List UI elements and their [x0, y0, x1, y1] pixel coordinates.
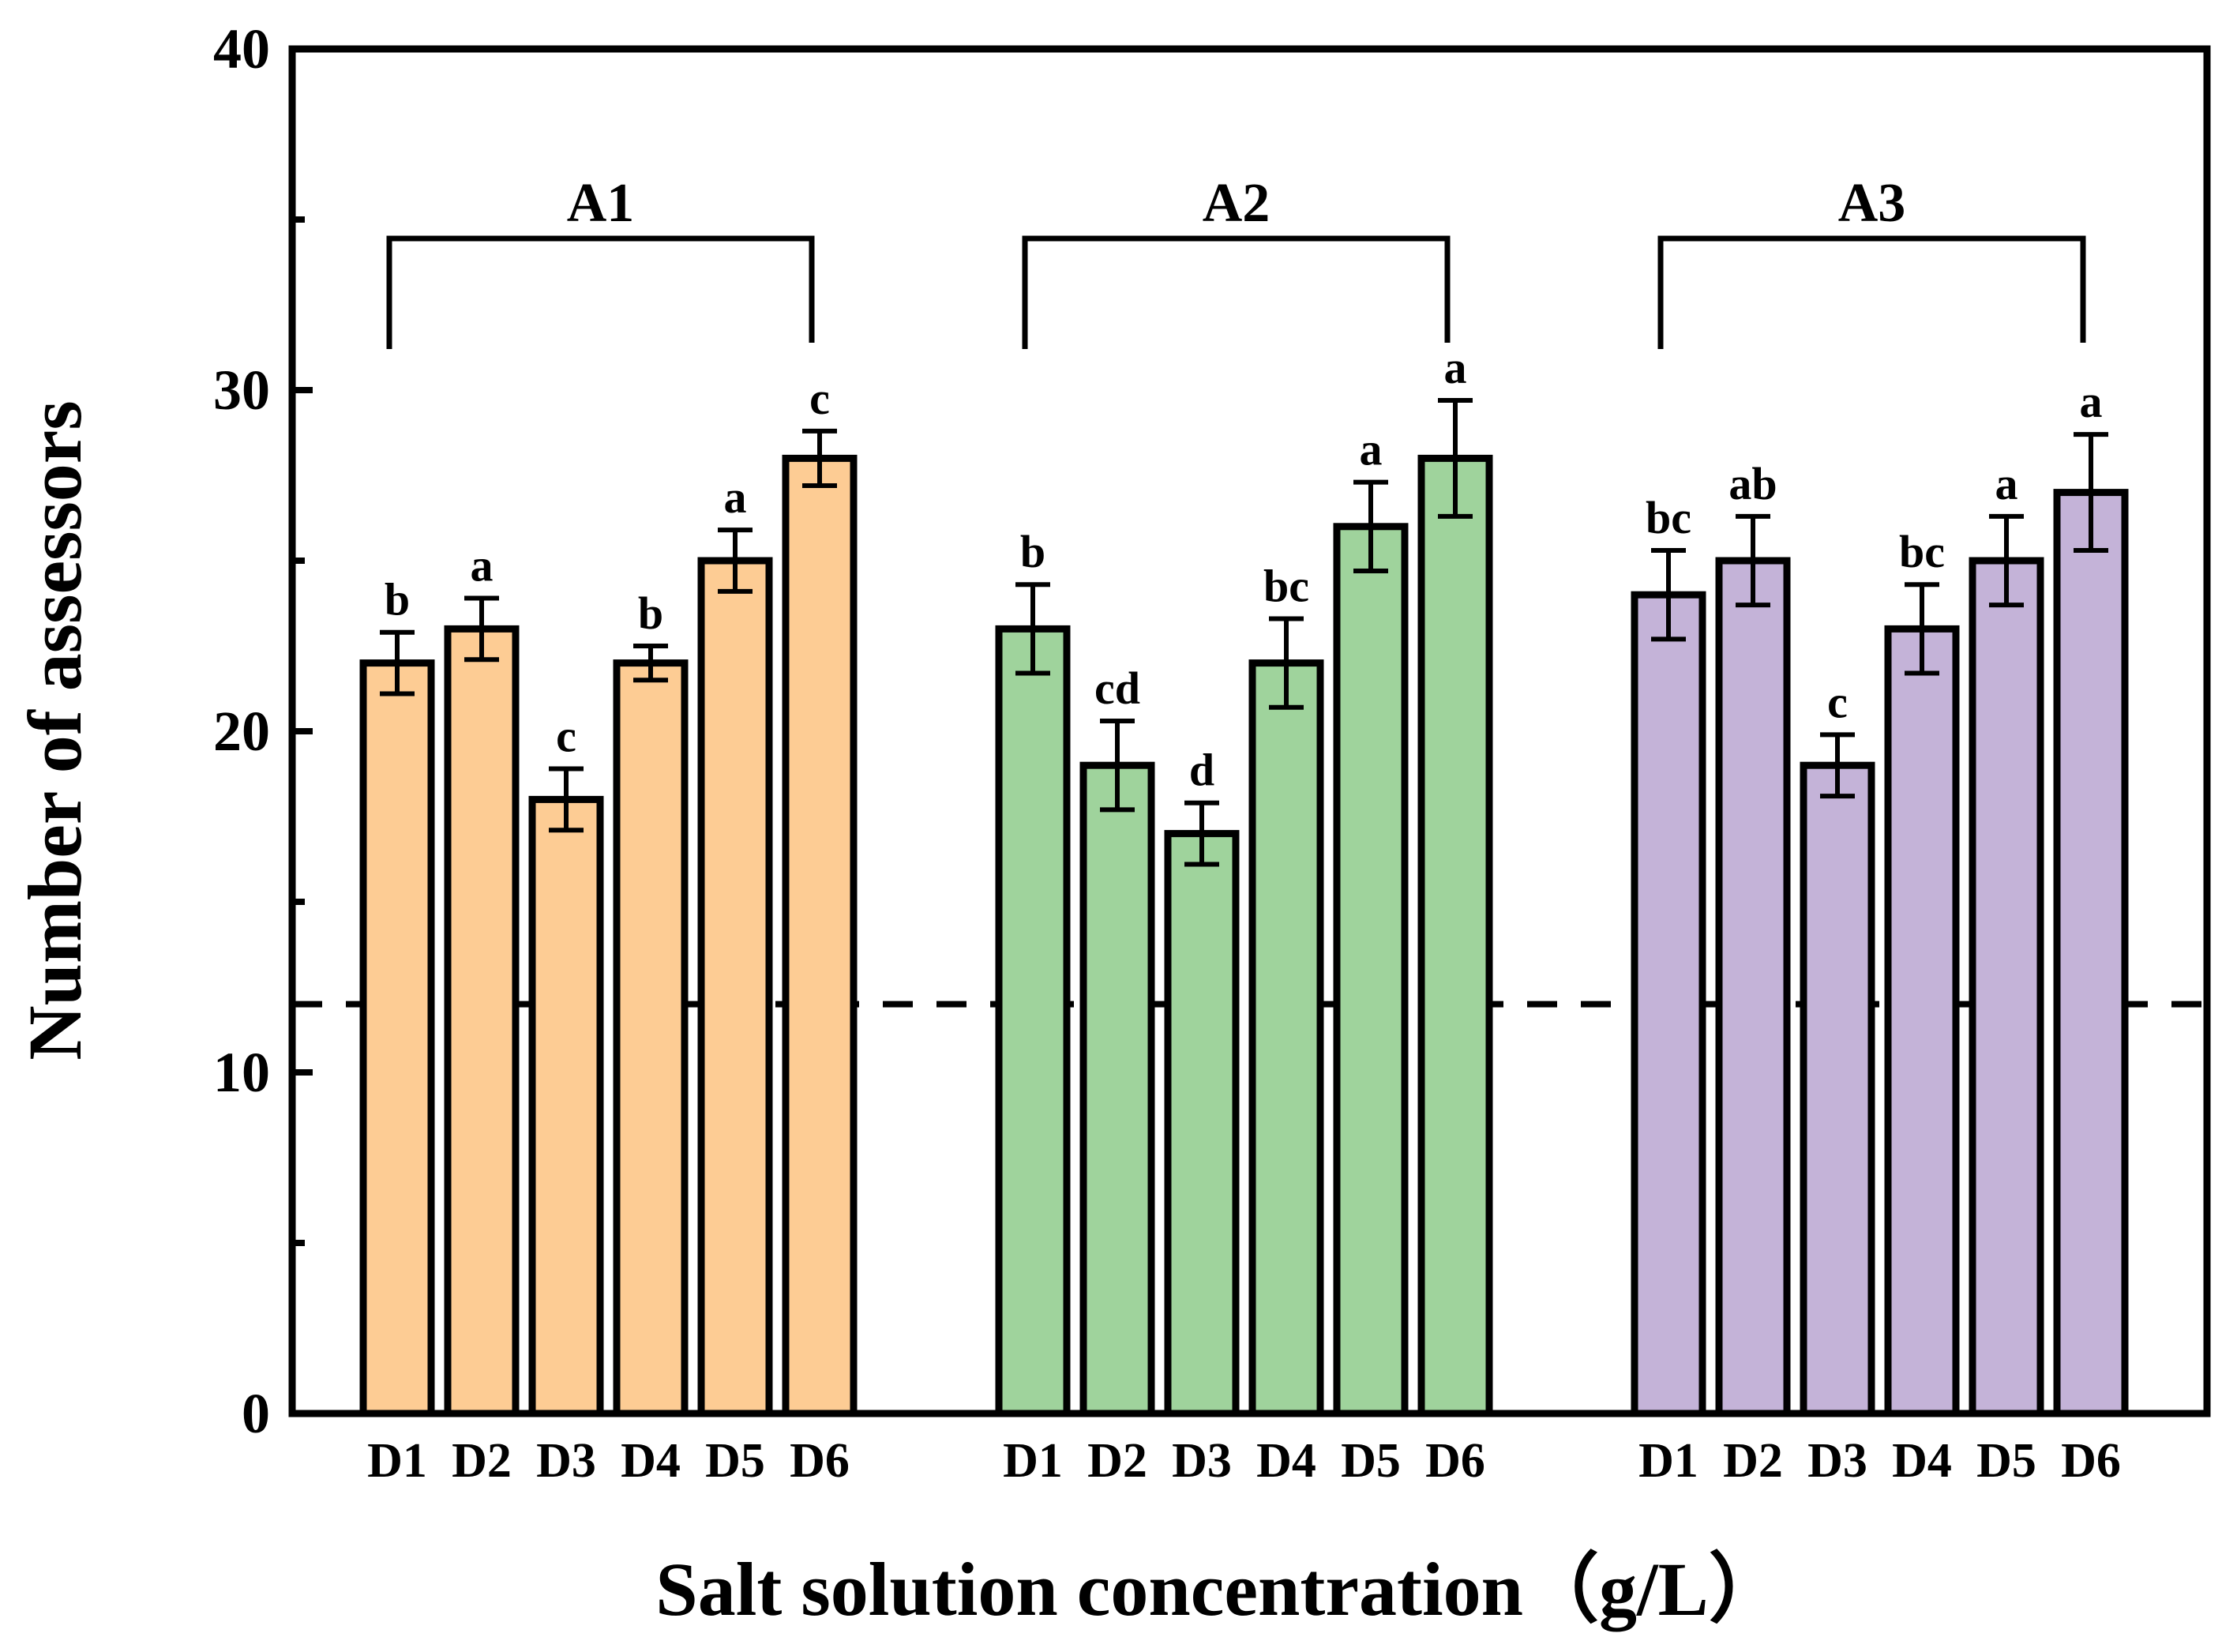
error-bar — [1736, 513, 1770, 608]
bar-a2-d2 — [1079, 761, 1155, 1417]
category-label: D2 — [1723, 1434, 1783, 1488]
category-label: D5 — [1341, 1434, 1401, 1488]
error-bar — [464, 595, 499, 663]
category-label: D4 — [621, 1434, 681, 1488]
significance-letter: c — [1827, 676, 1848, 727]
error-bar — [802, 428, 837, 488]
bar-a3-d2 — [1715, 557, 1791, 1417]
category-label: D1 — [1638, 1434, 1698, 1488]
category-labels-layer: D1 D2 D3 D4 D5 D6 D1 D2 D3 D4 D5 D6 D1 D2 D3 D4 D5 D6 — [367, 1434, 2121, 1488]
significance-letter: a — [724, 471, 747, 523]
group-label: A3 — [1838, 173, 1906, 234]
significance-letter: a — [1995, 458, 2018, 509]
bar-a2-d3 — [1164, 830, 1240, 1417]
category-label: D3 — [536, 1434, 596, 1488]
bar-a3-d3 — [1800, 761, 1875, 1417]
bar-a2-d1 — [995, 625, 1071, 1417]
significance-letter: cd — [1094, 663, 1140, 714]
category-label: D2 — [452, 1434, 512, 1488]
error-bar — [1651, 548, 1686, 642]
error-bar — [1989, 513, 2024, 608]
y-tick-label: 20 — [213, 700, 270, 763]
significance-letter: b — [1020, 526, 1045, 577]
significance-letter: a — [2080, 376, 2103, 427]
significance-letter: b — [385, 574, 410, 625]
y-tick-label: 10 — [213, 1041, 270, 1104]
axes-layer — [288, 45, 2211, 1417]
error-bar — [633, 644, 668, 683]
bar-a2-d5 — [1333, 523, 1409, 1417]
bar-a3-d1 — [1631, 591, 1706, 1417]
group-bracket-a3 — [1657, 235, 2086, 349]
y-tick-label: 40 — [213, 17, 270, 81]
bar-a1-d6 — [782, 454, 858, 1417]
significance-letter: a — [1444, 342, 1467, 393]
error-bar — [1438, 397, 1473, 519]
group-brackets-layer: A1 A2 A3 — [386, 173, 2086, 349]
error-bar — [1184, 800, 1219, 867]
category-label: D1 — [367, 1434, 427, 1488]
significance-letter: bc — [1263, 560, 1309, 611]
bar-a1-d2 — [444, 625, 520, 1417]
bar-a1-d1 — [359, 659, 435, 1417]
category-label: D6 — [1425, 1434, 1485, 1488]
bar-a2-d6 — [1417, 454, 1493, 1417]
category-label: D3 — [1172, 1434, 1232, 1488]
error-bar — [1820, 732, 1855, 799]
category-label: D2 — [1087, 1434, 1147, 1488]
error-bar — [2074, 432, 2108, 554]
error-bar — [1100, 719, 1135, 813]
significance-letter: ab — [1728, 458, 1777, 509]
error-bar — [1269, 616, 1304, 710]
bar-a3-d6 — [2053, 489, 2129, 1417]
error-bars-layer — [380, 397, 2108, 867]
bars-layer — [359, 454, 2129, 1417]
category-label: D4 — [1892, 1434, 1952, 1488]
category-label: D6 — [790, 1434, 850, 1488]
error-bar — [1015, 582, 1050, 676]
y-tick-label: 30 — [213, 359, 270, 422]
error-bar — [1353, 479, 1388, 573]
significance-letter: b — [638, 588, 663, 639]
y-axis-title: Number of assessors — [13, 400, 97, 1061]
significance-letter: bc — [1899, 526, 1945, 577]
group-bracket-a1 — [386, 235, 815, 349]
group-label: A2 — [1203, 173, 1271, 234]
bar-a1-d5 — [697, 557, 773, 1417]
group-bracket-a2 — [1022, 235, 1451, 349]
group-label: A1 — [567, 173, 635, 234]
category-label: D1 — [1003, 1434, 1063, 1488]
category-label: D6 — [2061, 1434, 2121, 1488]
bar-a1-d4 — [613, 659, 689, 1417]
category-label: D5 — [1976, 1434, 2036, 1488]
category-label: D4 — [1256, 1434, 1316, 1488]
bar-a3-d5 — [1969, 557, 2044, 1417]
significance-letter: c — [556, 711, 576, 762]
error-bar — [718, 528, 753, 594]
bar-a1-d3 — [528, 795, 604, 1417]
significance-letter: c — [809, 373, 830, 424]
x-axis-title: Salt solution concentration（g/L） — [655, 1547, 1784, 1631]
bar-a3-d4 — [1884, 625, 1960, 1417]
category-label: D3 — [1807, 1434, 1867, 1488]
error-bar — [380, 629, 415, 696]
significance-letter: bc — [1646, 492, 1691, 543]
category-label: D5 — [705, 1434, 765, 1488]
significance-letter: a — [1360, 424, 1383, 475]
error-bar — [1905, 582, 1939, 676]
tick-labels-layer: 0 10 20 30 40 — [213, 17, 270, 1445]
bar-a2-d4 — [1248, 659, 1324, 1417]
significance-letter: a — [471, 540, 494, 591]
significance-letter: d — [1189, 745, 1214, 796]
y-tick-label: 0 — [242, 1382, 270, 1445]
error-bar — [549, 766, 584, 833]
